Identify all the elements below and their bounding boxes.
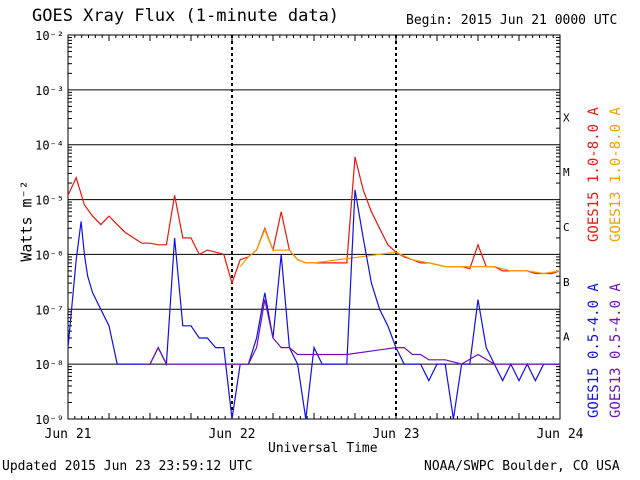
x-axis-title: Universal Time [268, 441, 378, 456]
series-line-1 [239, 228, 561, 275]
y-tick-label: 10⁻⁴ [35, 139, 64, 153]
y-tick-label: 10⁻³ [35, 84, 64, 98]
series-line-3 [141, 299, 560, 365]
legend-goes15-short: GOES15 0.5-4.0 A [586, 283, 602, 418]
flare-class-labels: A B C M X [563, 111, 570, 343]
flare-class-m: M [563, 166, 570, 179]
y-tick-label: 10⁻⁶ [35, 248, 64, 262]
begin-time: Begin: 2015 Jun 21 0000 UTC [406, 13, 618, 28]
y-tick-label: 10⁻⁸ [35, 358, 64, 372]
flare-class-c: C [563, 221, 570, 234]
series-line-0 [67, 156, 561, 286]
y-tick-label: 10⁻⁵ [35, 194, 64, 208]
updated-time: Updated 2015 Jun 23 23:59:12 UTC [2, 459, 253, 474]
plot-frame [67, 34, 561, 420]
legend-goes13-long: GOES13 1.0-8.0 A [608, 107, 624, 242]
flare-class-b: B [563, 276, 570, 289]
x-tick-label: Jun 24 [537, 427, 584, 442]
credit-text: NOAA/SWPC Boulder, CO USA [424, 459, 620, 474]
flare-class-a: A [563, 331, 570, 344]
legend-goes13-short: GOES13 0.5-4.0 A [608, 283, 624, 418]
y-tick-label: 10⁻⁷ [35, 303, 64, 317]
y-tick-label: 10⁻² [35, 29, 64, 43]
x-tick-label: Jun 21 [45, 427, 92, 442]
flare-class-x: X [563, 111, 570, 124]
chart-title: GOES Xray Flux (1-minute data) [32, 6, 340, 26]
series-lines [67, 156, 561, 420]
y-axis-ticks: 10⁻⁹ 10⁻⁸ 10⁻⁷ 10⁻⁶ 10⁻⁵ 10⁻⁴ 10⁻³ 10⁻² [35, 29, 560, 427]
x-tick-label: Jun 22 [209, 427, 256, 442]
y-axis-label: Watts m⁻² [17, 180, 36, 262]
legend-goes15-long: GOES15 1.0-8.0 A [586, 107, 602, 242]
y-tick-label: 10⁻⁹ [35, 413, 64, 427]
x-tick-label: Jun 23 [373, 427, 420, 442]
plot-grid [68, 35, 560, 419]
x-axis-ticks: Jun 21 Jun 22 Jun 23 Jun 24 [45, 35, 584, 442]
series-line-2 [67, 189, 560, 420]
